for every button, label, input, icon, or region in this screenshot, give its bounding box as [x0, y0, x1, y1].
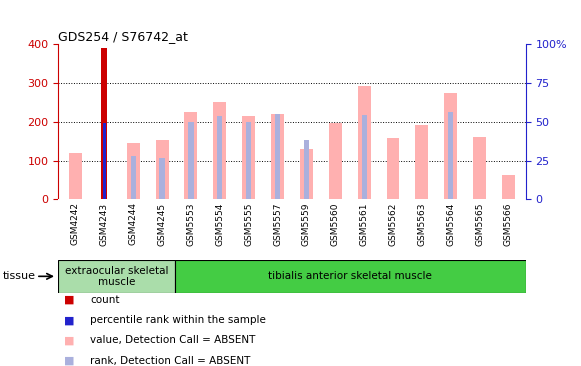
Bar	[329, 123, 342, 199]
Text: GSM5562: GSM5562	[389, 202, 397, 246]
Bar	[242, 116, 255, 199]
Bar	[448, 112, 453, 199]
Text: GSM5557: GSM5557	[273, 202, 282, 246]
Text: rank, Detection Call = ABSENT: rank, Detection Call = ABSENT	[90, 355, 250, 366]
Bar	[58, 260, 175, 293]
Bar	[101, 48, 107, 199]
Bar	[502, 175, 515, 199]
Bar	[386, 138, 400, 199]
Bar	[175, 260, 526, 293]
Text: GSM4244: GSM4244	[128, 202, 138, 246]
Text: GDS254 / S76742_at: GDS254 / S76742_at	[58, 30, 188, 43]
Bar	[188, 123, 193, 199]
Text: GSM5563: GSM5563	[417, 202, 426, 246]
Text: GSM5565: GSM5565	[475, 202, 484, 246]
Text: tibialis anterior skeletal muscle: tibialis anterior skeletal muscle	[268, 271, 432, 281]
Text: GSM5555: GSM5555	[244, 202, 253, 246]
Text: value, Detection Call = ABSENT: value, Detection Call = ABSENT	[90, 335, 256, 346]
Bar	[213, 102, 226, 199]
Text: ■: ■	[64, 355, 74, 366]
Bar	[184, 112, 198, 199]
Text: GSM4243: GSM4243	[100, 202, 109, 246]
Bar	[69, 153, 82, 199]
Bar	[304, 140, 309, 199]
Bar	[159, 158, 164, 199]
Text: ■: ■	[64, 315, 74, 325]
Bar	[444, 93, 457, 199]
Bar	[217, 116, 223, 199]
Bar	[156, 140, 168, 199]
Bar	[300, 149, 313, 199]
Text: GSM4245: GSM4245	[157, 202, 167, 246]
Text: GSM5566: GSM5566	[504, 202, 513, 246]
Text: GSM5561: GSM5561	[360, 202, 368, 246]
Text: percentile rank within the sample: percentile rank within the sample	[90, 315, 266, 325]
Text: GSM5564: GSM5564	[446, 202, 456, 246]
Bar	[131, 156, 136, 199]
Bar	[361, 115, 367, 199]
Text: GSM5560: GSM5560	[331, 202, 340, 246]
Text: GSM5553: GSM5553	[187, 202, 195, 246]
Text: extraocular skeletal
muscle: extraocular skeletal muscle	[65, 265, 168, 287]
Bar	[275, 114, 280, 199]
Bar	[271, 114, 284, 199]
Text: ■: ■	[64, 295, 74, 305]
Text: GSM4242: GSM4242	[71, 202, 80, 246]
Text: GSM5554: GSM5554	[216, 202, 224, 246]
Bar	[246, 123, 251, 199]
Bar	[473, 137, 486, 199]
Bar	[358, 86, 371, 199]
Text: count: count	[90, 295, 120, 305]
Text: ■: ■	[64, 335, 74, 346]
Bar	[415, 125, 428, 199]
Text: tissue: tissue	[3, 271, 36, 281]
Text: GSM5559: GSM5559	[302, 202, 311, 246]
Bar	[127, 143, 139, 199]
Bar	[103, 123, 106, 199]
